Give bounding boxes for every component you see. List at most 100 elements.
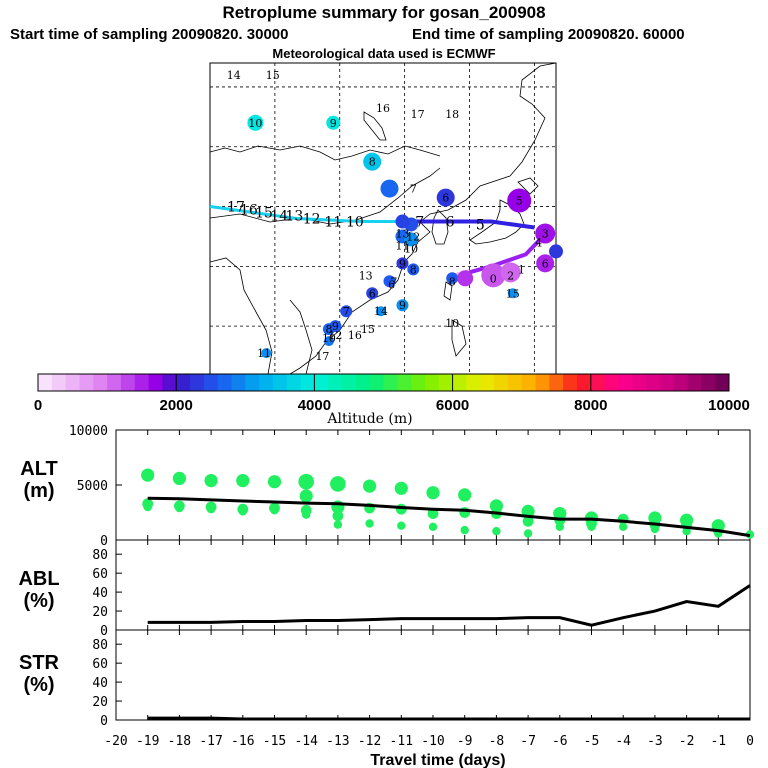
y-tick-label: 80: [92, 638, 108, 653]
map-plume-cluster: [500, 262, 521, 283]
altitude-colorbar: 0 2000 4000 6000 8000 10000 Altitude (m): [34, 373, 750, 427]
map-day-label: 15: [361, 323, 375, 336]
x-tick-label: -1: [710, 734, 726, 749]
alt-cluster-point: [492, 527, 501, 536]
colorbar-tick-label: 4000: [298, 397, 331, 414]
colorbar-segment: [259, 374, 274, 391]
map-track-day-label: 6: [446, 214, 455, 230]
alt-cluster-point: [428, 522, 438, 531]
x-tick-label: -5: [584, 734, 600, 749]
map-plume-cluster: [380, 179, 399, 198]
map-plume-cluster: [363, 152, 382, 171]
colorbar-segment: [521, 374, 537, 391]
panel-frame: [115, 539, 751, 631]
alt-cluster-point: [394, 481, 408, 495]
colorbar-segment: [646, 374, 661, 391]
map-day-label: 6: [542, 257, 549, 270]
colorbar-segment: [272, 374, 288, 391]
x-tick-label: -15: [263, 734, 286, 749]
map-day-label: 7: [390, 275, 397, 288]
map-day-label: 17: [315, 350, 329, 363]
colorbar-tick-label: 2000: [160, 397, 193, 414]
map-day-label: 16: [376, 102, 390, 115]
map-day-label: 14: [374, 305, 388, 318]
met-data-label: Meteorological data used is ECMWF: [272, 46, 496, 61]
map-day-label: 9: [399, 299, 406, 312]
abl-line: [147, 584, 751, 627]
map-track-day-label: 17: [227, 200, 245, 216]
map-day-label: 12: [328, 329, 342, 342]
map-coastline: [517, 177, 539, 195]
trajectory-line-upper: [209, 205, 405, 223]
colorbar-segment: [507, 374, 523, 391]
y-tick-label: 5000: [77, 479, 108, 494]
x-tick-label: -9: [457, 734, 473, 749]
map-plume-cluster: [383, 275, 396, 288]
map-plume-cluster: [247, 114, 264, 131]
map-plume-cluster: [366, 287, 379, 300]
colorbar-segment: [411, 374, 426, 391]
map-day-label: 9: [330, 117, 337, 130]
colorbar-segment: [369, 374, 384, 391]
map-day-label: 8: [369, 156, 376, 169]
map-coastline: [443, 281, 453, 301]
y-tick-label: 40: [92, 586, 108, 601]
map-track-day-label: 15: [255, 206, 273, 222]
map-plume-cluster: [340, 305, 353, 318]
map-day-label: 10: [322, 332, 336, 345]
colorbar-segment: [300, 374, 315, 391]
map-day-label: 7: [343, 305, 350, 318]
colorbar-segment: [355, 374, 371, 391]
y-tick-label: 0: [100, 714, 108, 729]
alt-cluster-point: [682, 527, 691, 536]
colorbar-segment: [673, 374, 689, 391]
alt-cluster-point: [363, 479, 377, 493]
map-plume-cluster: [323, 336, 334, 347]
map-plume-cluster: [329, 320, 342, 333]
alt-cluster-point: [236, 474, 250, 488]
colorbar-segment: [217, 374, 232, 391]
alt-cluster-point: [397, 521, 406, 530]
map-day-label: 8: [449, 275, 456, 288]
map-plume-cluster: [395, 214, 410, 229]
colorbar-segment: [480, 374, 495, 391]
x-tick-label: -3: [647, 734, 663, 749]
alt-cluster-point: [460, 525, 469, 535]
x-tick-label: -13: [326, 734, 349, 749]
colorbar-segment: [51, 374, 67, 391]
colorbar-segment: [466, 374, 481, 391]
alt-cluster-point: [489, 499, 503, 513]
alt-axis-label-top: ALT: [20, 458, 58, 480]
alt-cluster-point: [270, 506, 279, 515]
map-plume-cluster: [407, 263, 420, 276]
x-tick-label: -10: [421, 734, 444, 749]
map-coastline: [209, 145, 441, 161]
map-plume-cluster: [446, 272, 459, 285]
str-axis-label: STR (%): [19, 652, 59, 696]
colorbar-segment: [438, 374, 454, 391]
alt-mean-line: [147, 496, 751, 538]
map-coastline: [363, 111, 387, 141]
alt-cluster-point: [365, 519, 374, 528]
colorbar-segment: [397, 374, 412, 391]
colorbar-segment: [65, 374, 80, 391]
map-day-label: 11: [257, 347, 271, 360]
map-day-label: 6: [442, 192, 449, 205]
y-tick-label: 0: [100, 534, 108, 549]
colorbar-segment: [701, 374, 716, 391]
colorbar-segment: [383, 374, 398, 391]
map-day-label: 17: [411, 108, 425, 121]
x-tick-label: 0: [746, 734, 754, 749]
map-frame: [209, 62, 557, 375]
map-plume-cluster: [375, 306, 386, 317]
map-day-label: 4: [535, 236, 542, 249]
map-plume-cluster: [436, 188, 455, 207]
map-day-label: 1: [518, 263, 525, 276]
colorbar-segment: [190, 374, 205, 391]
colorbar-segment: [231, 374, 246, 391]
colorbar-segment: [314, 374, 329, 391]
y-tick-label: 40: [92, 676, 108, 691]
map-day-label: 7: [410, 183, 417, 196]
map-plume-cluster: [326, 115, 341, 130]
